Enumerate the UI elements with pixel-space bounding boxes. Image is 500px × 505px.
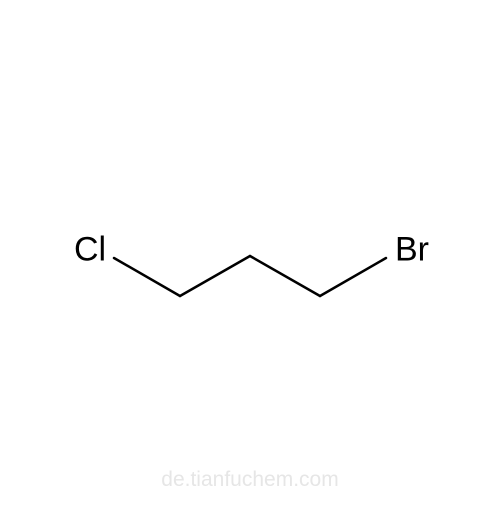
bond-line (250, 256, 320, 296)
bond-line (320, 258, 386, 296)
atom-label-br: Br (395, 231, 429, 270)
watermark-text: de.tianfuchem.com (161, 468, 338, 492)
structure-canvas: Cl Br (0, 0, 500, 500)
bond-line (114, 258, 180, 296)
atom-label-cl: Cl (74, 231, 106, 270)
bond-line (180, 256, 250, 296)
